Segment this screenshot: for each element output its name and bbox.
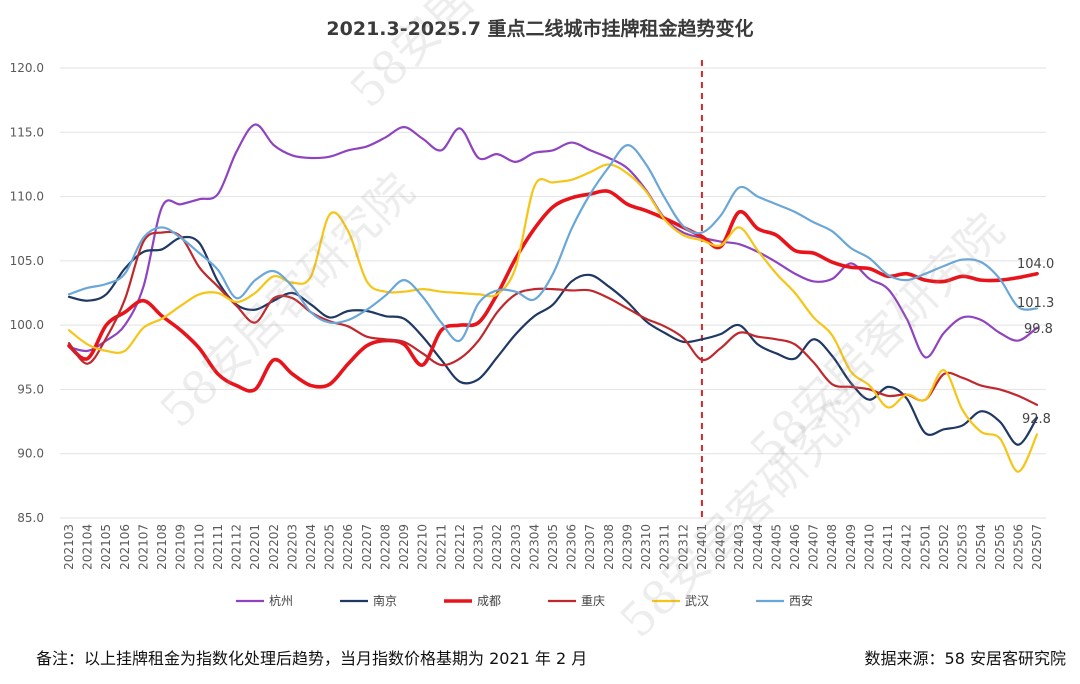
x-tick-label: 202109 bbox=[174, 524, 188, 570]
data-source: 数据来源：58 安居客研究院 bbox=[864, 649, 1066, 668]
series-lines bbox=[67, 123, 1039, 473]
x-tick-label: 202404 bbox=[751, 524, 765, 570]
series-line-成都 bbox=[67, 189, 1039, 393]
x-tick-label: 202402 bbox=[714, 524, 728, 570]
x-tick-label: 202301 bbox=[472, 524, 486, 570]
legend-label: 西安 bbox=[789, 593, 813, 608]
y-tick-label: 100.0 bbox=[10, 318, 44, 332]
watermark: 58安居客研究院 bbox=[610, 373, 885, 648]
x-tick-label: 202504 bbox=[974, 524, 988, 570]
x-tick-label: 202105 bbox=[99, 524, 113, 570]
x-tick-label: 202409 bbox=[844, 524, 858, 570]
x-tick-label: 202307 bbox=[583, 524, 597, 570]
series-line-杭州 bbox=[67, 123, 1039, 359]
x-tick-label: 202302 bbox=[490, 524, 504, 570]
y-tick-label: 90.0 bbox=[17, 447, 44, 461]
x-tick-label: 202309 bbox=[620, 524, 634, 570]
legend-label: 南京 bbox=[373, 593, 397, 608]
x-tick-label: 202410 bbox=[862, 524, 876, 570]
watermark: 58安居客研究院 bbox=[150, 163, 425, 438]
x-tick-label: 202306 bbox=[565, 524, 579, 570]
y-tick-label: 120.0 bbox=[10, 61, 44, 75]
x-tick-label: 202503 bbox=[956, 524, 970, 570]
watermark: 58安居客研究院 bbox=[340, 0, 615, 118]
legend-label: 武汉 bbox=[685, 594, 709, 608]
x-tick-label: 202506 bbox=[1011, 524, 1025, 570]
series-line-西安 bbox=[67, 144, 1039, 343]
x-tick-label: 202108 bbox=[155, 524, 169, 570]
x-tick-label: 202210 bbox=[416, 524, 430, 570]
x-tick-label: 202208 bbox=[378, 524, 392, 570]
x-tick-label: 202502 bbox=[937, 524, 951, 570]
legend-label: 杭州 bbox=[269, 593, 293, 608]
x-tick-label: 202209 bbox=[397, 524, 411, 570]
end-value-label: 92.8 bbox=[1022, 412, 1051, 427]
x-tick-label: 202206 bbox=[341, 524, 355, 570]
x-tick-label: 202411 bbox=[881, 524, 895, 570]
x-tick-label: 202211 bbox=[434, 524, 448, 570]
x-tick-label: 202112 bbox=[230, 524, 244, 570]
x-tick-label: 202312 bbox=[676, 524, 690, 570]
series-line-武汉 bbox=[67, 163, 1039, 473]
x-tick-label: 202310 bbox=[639, 524, 653, 570]
x-tick-label: 202103 bbox=[62, 524, 76, 570]
y-axis-ticks: 85.0 90.0 95.0 100.0 105.0 110.0 115.0 120.0 bbox=[10, 61, 44, 525]
end-value-label: 101.3 bbox=[1017, 296, 1054, 311]
y-tick-label: 110.0 bbox=[10, 190, 44, 204]
x-tick-label: 202205 bbox=[323, 524, 337, 570]
chart-title: 2021.3-2025.7 重点二线城市挂牌租金趋势变化 bbox=[326, 18, 754, 40]
legend-label: 重庆 bbox=[581, 594, 605, 608]
x-tick-label: 202207 bbox=[360, 524, 374, 570]
x-axis-ticks: 202103 202104 202105 202106 202107 202108 2021… bbox=[62, 524, 1044, 570]
x-tick-label: 202303 bbox=[509, 524, 523, 570]
x-tick-label: 202104 bbox=[81, 524, 95, 570]
x-tick-label: 202304 bbox=[527, 524, 541, 570]
end-value-label: 99.8 bbox=[1024, 322, 1053, 337]
y-tick-label: 105.0 bbox=[10, 254, 44, 268]
x-tick-label: 202202 bbox=[267, 524, 281, 570]
x-tick-label: 202305 bbox=[546, 524, 560, 570]
x-tick-label: 202412 bbox=[900, 524, 914, 570]
x-tick-label: 202201 bbox=[248, 524, 262, 570]
x-tick-label: 202212 bbox=[453, 524, 467, 570]
legend-label: 成都 bbox=[477, 594, 501, 608]
x-tick-label: 202507 bbox=[1030, 524, 1044, 570]
x-tick-label: 202111 bbox=[211, 524, 225, 570]
legend: 杭州 南京 成都 重庆 武汉 西安 bbox=[236, 593, 813, 608]
footnote: 备注：以上挂牌租金为指数化处理后趋势，当月指数价格基期为 2021 年 2 月 bbox=[36, 649, 588, 668]
x-tick-label: 202106 bbox=[118, 524, 132, 570]
x-tick-label: 202204 bbox=[304, 524, 318, 570]
x-tick-label: 202110 bbox=[192, 524, 206, 570]
x-tick-label: 202107 bbox=[136, 524, 150, 570]
x-tick-label: 202401 bbox=[695, 524, 709, 570]
y-tick-label: 95.0 bbox=[17, 382, 44, 396]
y-tick-label: 115.0 bbox=[10, 125, 44, 139]
x-tick-label: 202406 bbox=[788, 524, 802, 570]
x-tick-label: 202203 bbox=[285, 524, 299, 570]
x-tick-label: 202505 bbox=[993, 524, 1007, 570]
x-tick-label: 202407 bbox=[807, 524, 821, 570]
x-tick-label: 202501 bbox=[918, 524, 932, 570]
y-tick-label: 85.0 bbox=[17, 511, 44, 525]
x-tick-label: 202405 bbox=[769, 524, 783, 570]
x-tick-label: 202308 bbox=[602, 524, 616, 570]
x-tick-label: 202311 bbox=[658, 524, 672, 570]
end-labels: 99.8 92.8 104.0 101.3 bbox=[1017, 257, 1054, 427]
end-value-label: 104.0 bbox=[1017, 257, 1054, 272]
x-tick-label: 202408 bbox=[825, 524, 839, 570]
x-tick-label: 202403 bbox=[732, 524, 746, 570]
